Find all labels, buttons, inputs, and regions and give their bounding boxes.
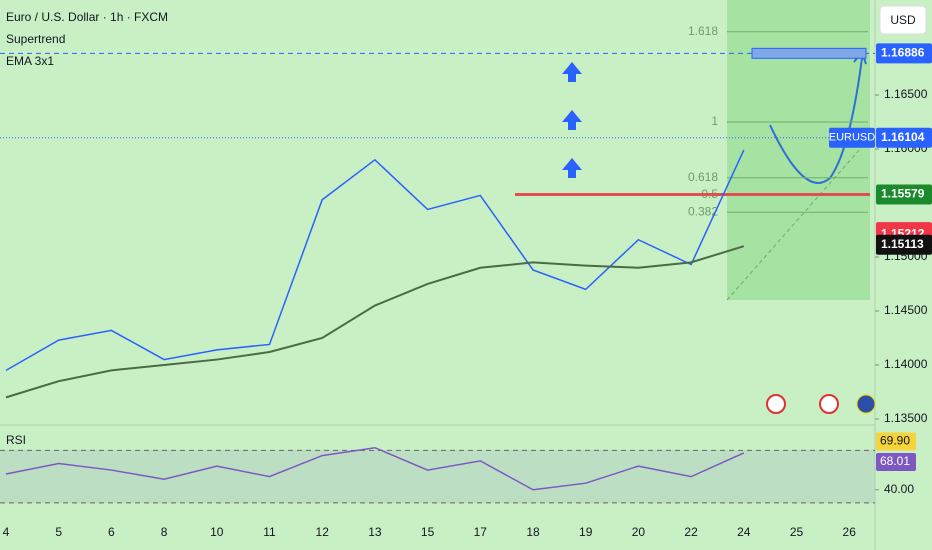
indicator-label: EMA 3x1 <box>6 54 54 68</box>
price-tag-label: 1.15579 <box>881 187 925 201</box>
rsi-tag-label: 69.90 <box>880 434 910 448</box>
x-tick-label: 18 <box>526 525 540 539</box>
indicator-label: Supertrend <box>6 32 65 46</box>
price-tag <box>876 127 932 148</box>
rsi-tick-label: 40.00 <box>884 482 914 496</box>
x-tick-label: 6 <box>108 525 115 539</box>
y-tick-label: 1.16500 <box>884 87 928 101</box>
currency-label[interactable]: USD <box>890 13 916 27</box>
x-tick-label: 13 <box>368 525 382 539</box>
x-tick-label: 10 <box>210 525 224 539</box>
x-tick-label: 17 <box>474 525 488 539</box>
rsi-band <box>0 450 875 503</box>
price-tag <box>876 43 932 64</box>
fib-label: 1 <box>711 114 718 128</box>
x-tick-label: 19 <box>579 525 593 539</box>
x-tick-label: 8 <box>161 525 168 539</box>
x-tick-label: 20 <box>632 525 646 539</box>
rsi-label: RSI <box>6 433 26 447</box>
x-tick-label: 12 <box>316 525 330 539</box>
x-tick-label: 24 <box>737 525 751 539</box>
series-line <box>5 149 745 372</box>
price-tag <box>876 184 932 205</box>
fib-label: 0.382 <box>688 204 718 218</box>
fib-diagonal <box>726 139 869 301</box>
chart-title: Euro / U.S. Dollar · 1h · FXCM <box>6 10 168 24</box>
x-tick-label: 11 <box>263 525 276 539</box>
currency-button[interactable] <box>879 5 927 35</box>
series-line <box>5 245 745 399</box>
rsi-tag <box>876 432 916 451</box>
x-tick-label: 25 <box>790 525 804 539</box>
symbol-tag <box>829 127 875 148</box>
x-tick-label: 4 <box>3 525 10 539</box>
price-tag <box>876 234 932 255</box>
y-tick-label: 1.13500 <box>884 411 928 425</box>
arrows <box>562 62 582 178</box>
rsi-line <box>5 446 745 491</box>
price-tag-label: 1.16104 <box>881 130 925 144</box>
price-tag-label: 1.15113 <box>881 237 924 251</box>
y-tick-label: 1.14000 <box>884 357 928 371</box>
fib-label: 1.618 <box>688 24 718 38</box>
x-tick-label: 5 <box>55 525 62 539</box>
target-box <box>751 47 867 59</box>
y-tick-label: 1.14500 <box>884 303 928 317</box>
fib-box <box>727 0 870 300</box>
x-tick-label: 15 <box>421 525 435 539</box>
rsi-tag <box>876 452 916 471</box>
x-tick-label: 26 <box>843 525 857 539</box>
x-tick-label: 22 <box>684 525 698 539</box>
event-icons <box>766 394 876 414</box>
rsi-tag-label: 68.01 <box>880 454 910 468</box>
price-tag-label: 1.16886 <box>881 46 925 60</box>
symbol-tag-label: EURUSD <box>829 132 876 144</box>
fib-label: 0.618 <box>688 170 718 184</box>
